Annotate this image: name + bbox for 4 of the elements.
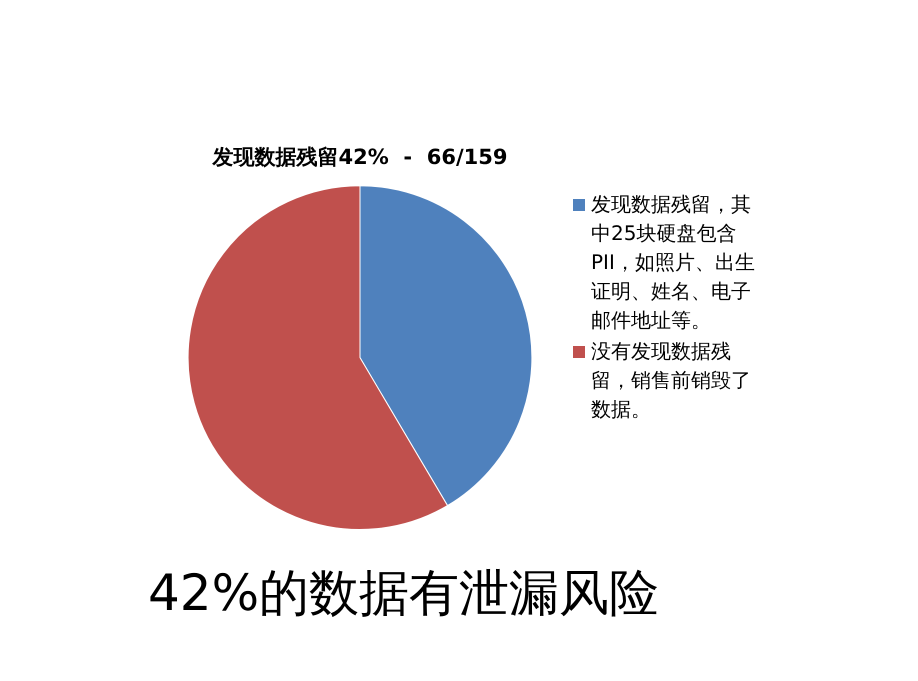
chart-title: 发现数据残留42% - 66/159	[212, 145, 508, 170]
legend-label: 没有发现数据残留，销售前销毁了数据。	[591, 338, 752, 423]
text: 42%的数据有泄漏风险	[148, 563, 660, 624]
legend-label: 发现数据残留，其中25块硬盘包含PII，如照片、出生证明、姓名、电子邮件地址等。	[591, 191, 756, 334]
